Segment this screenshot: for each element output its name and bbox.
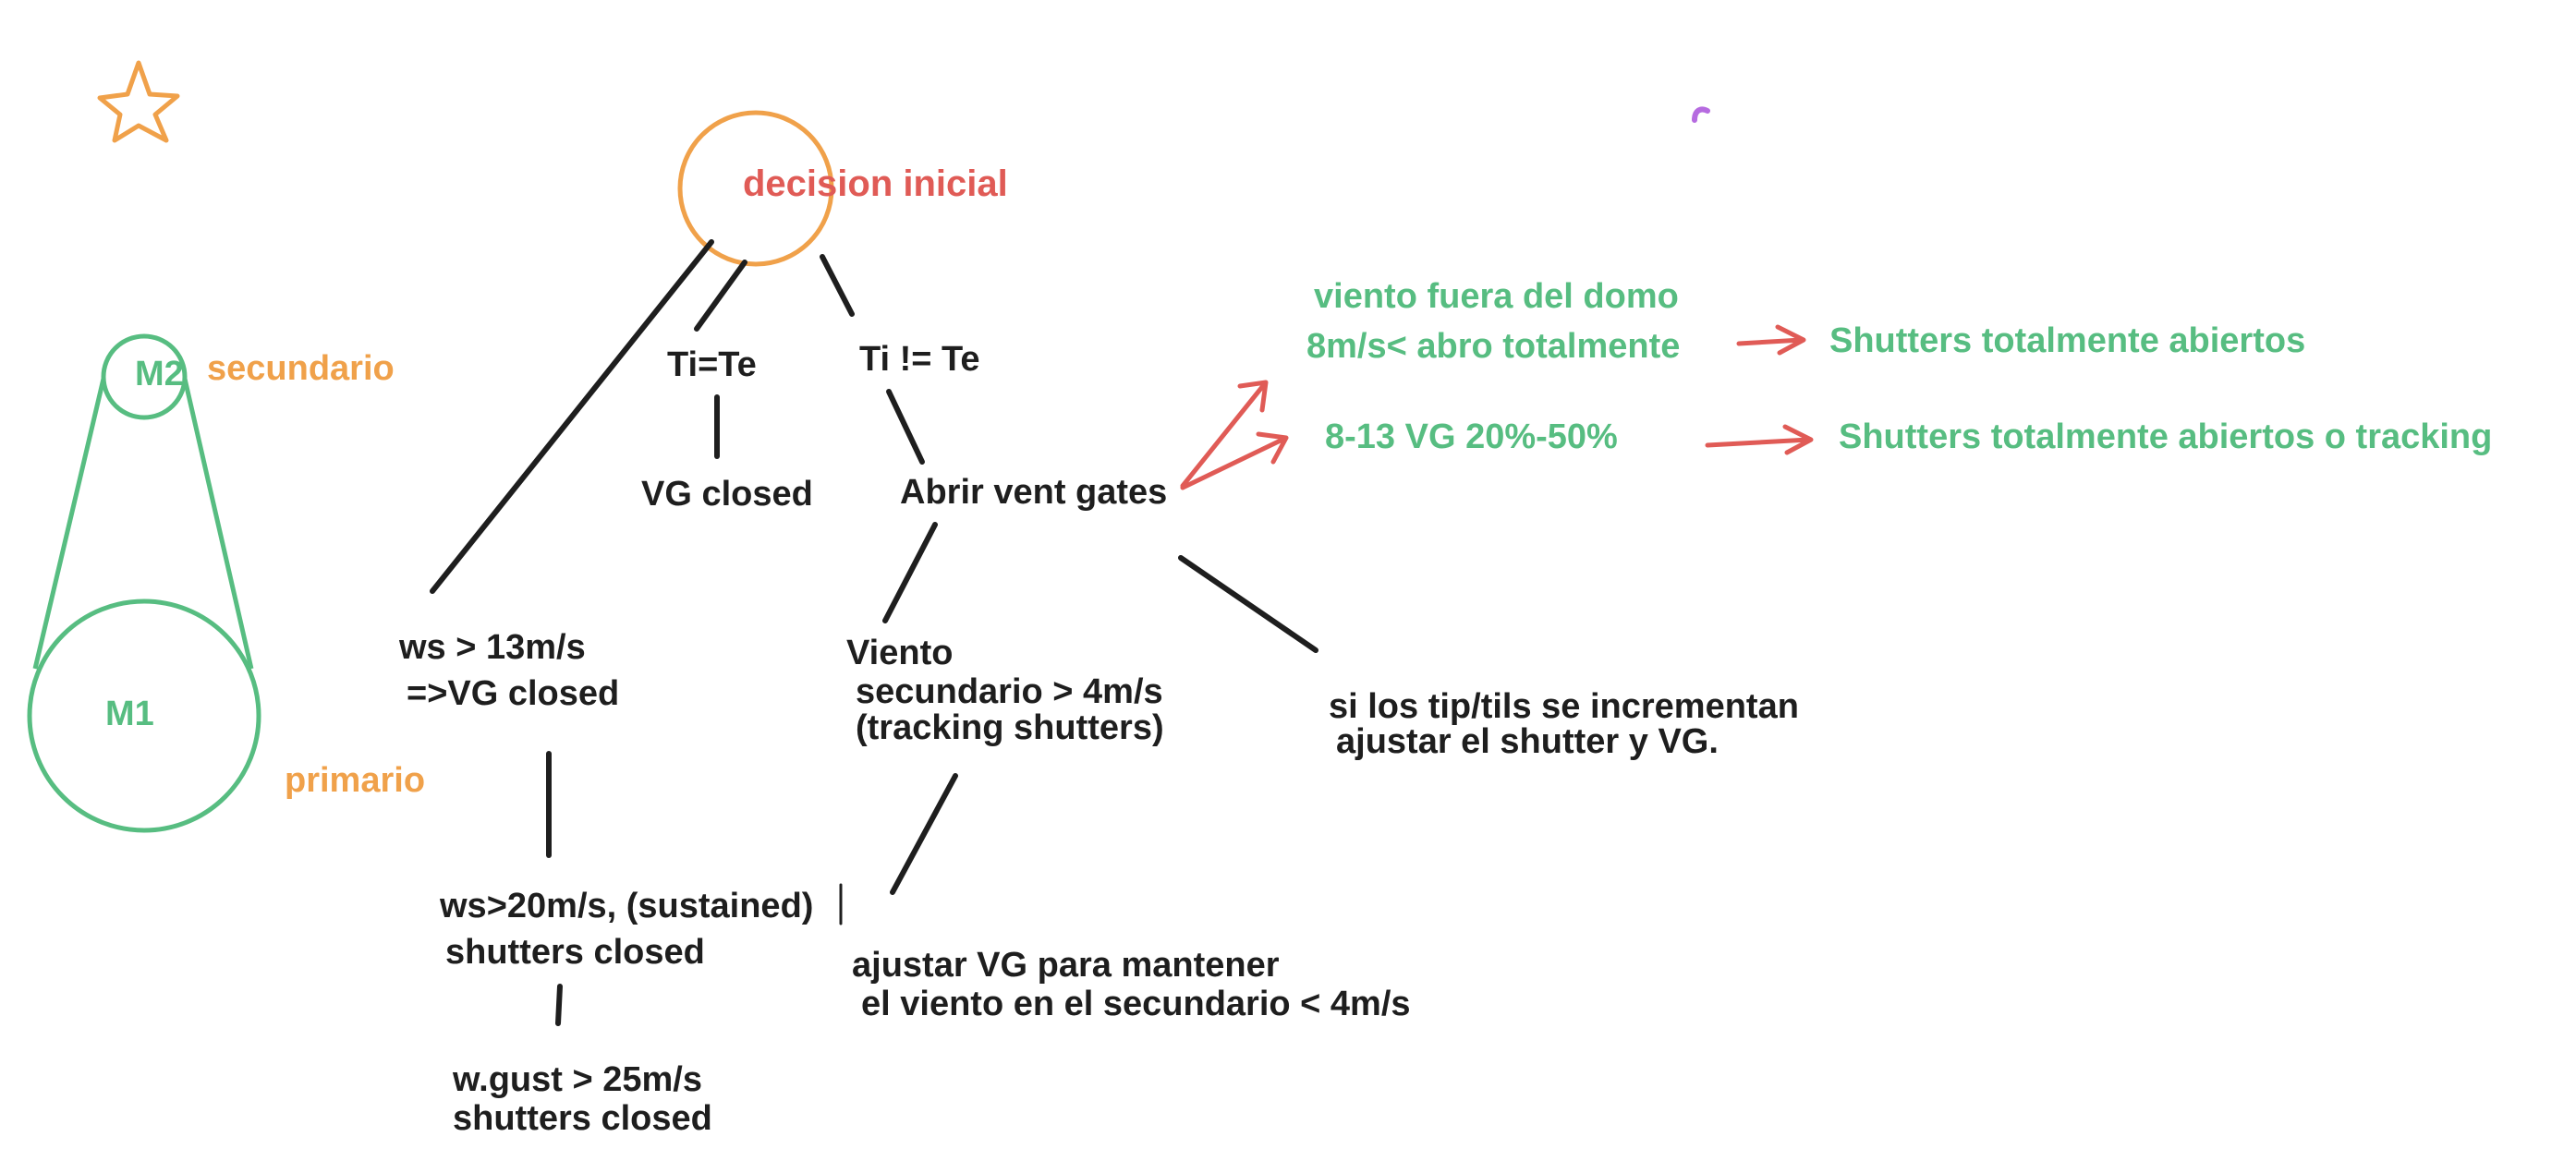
- node-gust: w.gust > 25m/s shutters closed: [453, 1060, 712, 1139]
- edge-ws20-gust: [555, 984, 563, 1026]
- root-circle: [677, 110, 834, 267]
- note-mid-range: 8-13 VG 20%-50%: [1325, 417, 1618, 456]
- node-ajustar-line1: ajustar VG para mantener: [852, 946, 1280, 985]
- edge-abrir-tip: [1178, 555, 1318, 653]
- node-viento-line1: Viento: [846, 634, 954, 672]
- node-ws13: ws > 13m/s =>VG closed: [399, 628, 619, 714]
- node-ti-eq-te: Ti=Te: [667, 345, 757, 384]
- node-ti-neq-te: Ti != Te: [859, 340, 980, 379]
- node-ajustar: ajustar VG para mantener el viento en el…: [852, 946, 1411, 1024]
- arrow-abrir-to-outside: [1180, 380, 1269, 489]
- secondary-label: secundario: [207, 349, 395, 388]
- edge-root-tieq: [694, 260, 747, 332]
- node-tip-line2: ajustar el shutter y VG.: [1336, 721, 1719, 761]
- beam-left: [32, 378, 106, 670]
- note-outside-line2: 8m/s< abro totalmente: [1306, 326, 1681, 366]
- m1-label: M1: [105, 695, 154, 733]
- note-outside-result: Shutters totalmente abiertos: [1829, 321, 2306, 360]
- node-viento: Viento secundario > 4m/s (tracking shutt…: [846, 634, 1164, 749]
- edge-viento-ajustar: [890, 773, 958, 895]
- node-viento-line3: (tracking shutters): [856, 708, 1164, 748]
- edge-tineq-abrir: [886, 389, 925, 465]
- node-abrir: Abrir vent gates: [900, 473, 1168, 512]
- node-viento-line2: secundario > 4m/s: [856, 671, 1163, 711]
- node-gust-line2: shutters closed: [453, 1098, 712, 1138]
- node-vg-closed: VG closed: [641, 475, 813, 514]
- m1-circle: [27, 599, 261, 833]
- edge-root-tineq: [820, 254, 855, 317]
- note-mid-result: Shutters totalmente abiertos o tracking: [1839, 417, 2493, 456]
- m2-label: M2: [135, 355, 184, 393]
- node-ws20-line2: shutters closed: [445, 932, 705, 972]
- node-ws13-line1: ws > 13m/s: [399, 628, 586, 667]
- edge-root-ws13: [430, 239, 714, 594]
- node-tip-line1: si los tip/tils se incrementan: [1329, 687, 1799, 726]
- arrow-midrange-to-result: [1705, 424, 1814, 455]
- purple-mark: [1692, 106, 1710, 123]
- arrow-abrir-to-midrange: [1180, 431, 1289, 490]
- edge-abrir-viento: [882, 522, 938, 623]
- root-label: decision inicial: [743, 163, 1008, 204]
- node-tip: si los tip/tils se incrementan ajustar e…: [1329, 687, 1799, 762]
- arrow-outside-to-result: [1736, 324, 1806, 356]
- m2-circle: [101, 333, 188, 420]
- note-outside: viento fuera del domo 8m/s< abro totalme…: [1306, 277, 1680, 367]
- beam-right: [182, 378, 254, 670]
- node-ajustar-line2: el viento en el secundario < 4m/s: [861, 984, 1411, 1023]
- node-ws20-line1: ws>20m/s, (sustained): [440, 887, 814, 925]
- node-gust-line1: w.gust > 25m/s: [453, 1060, 702, 1099]
- node-ws20: ws>20m/s, (sustained) shutters closed: [440, 887, 813, 973]
- primary-label: primario: [285, 761, 426, 800]
- note-outside-line1: viento fuera del domo: [1314, 277, 1679, 316]
- node-ws13-line2: =>VG closed: [407, 673, 620, 713]
- star-icon: [97, 60, 180, 143]
